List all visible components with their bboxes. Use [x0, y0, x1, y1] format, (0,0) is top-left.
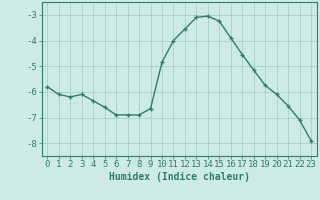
X-axis label: Humidex (Indice chaleur): Humidex (Indice chaleur) [109, 172, 250, 182]
